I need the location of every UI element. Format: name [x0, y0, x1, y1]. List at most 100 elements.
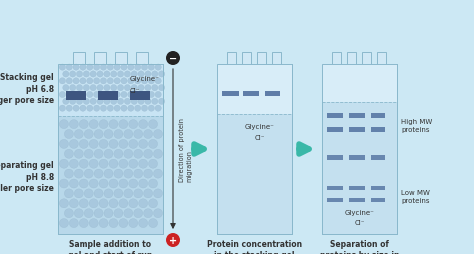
Circle shape: [114, 106, 120, 112]
Circle shape: [79, 140, 88, 149]
Bar: [371, 155, 385, 160]
Circle shape: [154, 209, 163, 218]
Circle shape: [138, 120, 148, 129]
Circle shape: [148, 160, 157, 169]
Bar: [347, 53, 356, 65]
Circle shape: [76, 85, 82, 91]
Bar: [58, 65, 163, 117]
Circle shape: [84, 189, 93, 198]
Circle shape: [131, 99, 137, 105]
Circle shape: [87, 106, 93, 112]
Circle shape: [119, 120, 128, 129]
Circle shape: [155, 106, 161, 112]
Circle shape: [118, 99, 124, 105]
Circle shape: [94, 150, 103, 159]
Bar: [98, 92, 118, 101]
Circle shape: [107, 92, 113, 98]
Circle shape: [63, 72, 69, 78]
Circle shape: [79, 219, 88, 228]
Circle shape: [135, 106, 141, 112]
Circle shape: [87, 78, 93, 85]
Bar: [94, 53, 106, 65]
Circle shape: [100, 106, 107, 112]
Circle shape: [69, 160, 78, 169]
Circle shape: [138, 160, 148, 169]
Circle shape: [152, 85, 158, 91]
Circle shape: [114, 150, 123, 159]
Circle shape: [124, 99, 130, 105]
Circle shape: [80, 65, 86, 71]
Circle shape: [104, 150, 113, 159]
Text: Separating gel
pH 8.8
smaller pore size: Separating gel pH 8.8 smaller pore size: [0, 161, 54, 192]
Bar: [327, 186, 343, 190]
Text: Low MW
proteins: Low MW proteins: [401, 189, 430, 203]
Circle shape: [89, 199, 98, 208]
Circle shape: [109, 160, 118, 169]
Circle shape: [83, 72, 90, 78]
Bar: [332, 53, 341, 65]
Circle shape: [148, 219, 157, 228]
Circle shape: [90, 99, 96, 105]
Circle shape: [74, 130, 83, 139]
Text: Glycine⁻: Glycine⁻: [345, 209, 374, 215]
Circle shape: [64, 209, 73, 218]
Circle shape: [109, 179, 118, 188]
Bar: [327, 128, 343, 133]
Circle shape: [128, 106, 134, 112]
Circle shape: [80, 92, 86, 98]
Bar: [257, 53, 266, 65]
Circle shape: [64, 189, 73, 198]
Circle shape: [114, 130, 123, 139]
Circle shape: [84, 150, 93, 159]
Text: Protein concentration
in the stacking gel: Protein concentration in the stacking ge…: [207, 239, 302, 254]
Circle shape: [119, 199, 128, 208]
Circle shape: [138, 140, 148, 149]
Circle shape: [104, 99, 110, 105]
Circle shape: [154, 150, 163, 159]
Circle shape: [118, 85, 124, 91]
Circle shape: [97, 85, 103, 91]
Circle shape: [93, 106, 100, 112]
Circle shape: [138, 219, 148, 228]
Circle shape: [90, 85, 96, 91]
Circle shape: [99, 120, 108, 129]
Circle shape: [118, 72, 124, 78]
Bar: [371, 198, 385, 202]
Circle shape: [99, 199, 108, 208]
Circle shape: [158, 85, 165, 91]
Circle shape: [84, 169, 93, 178]
Text: −: −: [169, 54, 177, 64]
Circle shape: [64, 130, 73, 139]
Circle shape: [129, 219, 138, 228]
Circle shape: [152, 72, 158, 78]
Circle shape: [64, 169, 73, 178]
Circle shape: [155, 65, 161, 71]
Bar: [217, 65, 292, 234]
Circle shape: [90, 72, 96, 78]
Circle shape: [99, 160, 108, 169]
Circle shape: [107, 65, 113, 71]
Circle shape: [152, 99, 158, 105]
Circle shape: [128, 92, 134, 98]
Bar: [371, 128, 385, 133]
Bar: [73, 53, 85, 65]
Circle shape: [158, 72, 165, 78]
Circle shape: [63, 85, 69, 91]
Circle shape: [97, 99, 103, 105]
Bar: [58, 65, 163, 234]
Text: Glycine⁻: Glycine⁻: [245, 123, 274, 130]
Bar: [322, 65, 397, 234]
Circle shape: [138, 199, 148, 208]
Circle shape: [63, 99, 69, 105]
Circle shape: [74, 189, 83, 198]
Circle shape: [121, 78, 127, 85]
Bar: [243, 53, 252, 65]
Bar: [349, 155, 365, 160]
Circle shape: [121, 106, 127, 112]
Circle shape: [110, 72, 117, 78]
Circle shape: [129, 160, 138, 169]
Circle shape: [69, 219, 78, 228]
Circle shape: [69, 199, 78, 208]
Circle shape: [99, 219, 108, 228]
Circle shape: [89, 160, 98, 169]
